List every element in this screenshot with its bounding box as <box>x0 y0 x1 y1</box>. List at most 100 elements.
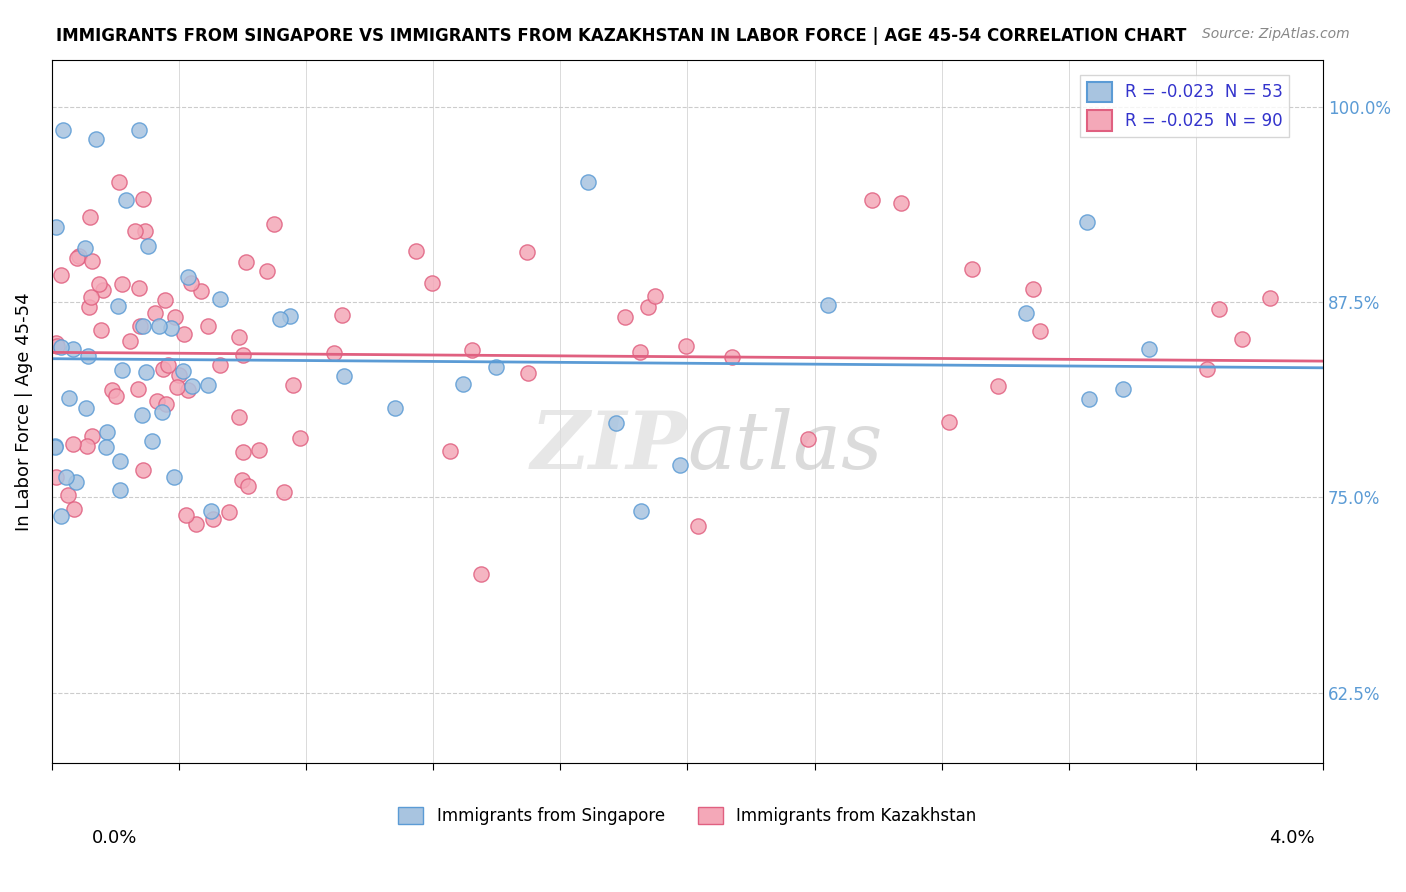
Point <box>1197 361 1219 376</box>
Point <box>65 475 87 490</box>
Point <box>516 244 538 259</box>
Point <box>166 380 188 394</box>
Point <box>163 310 186 324</box>
Point <box>55 470 77 484</box>
Text: 4.0%: 4.0% <box>1270 829 1315 847</box>
Point <box>1022 281 1045 295</box>
Point <box>420 277 443 291</box>
Point <box>58 391 80 405</box>
Point <box>269 312 291 326</box>
Point <box>231 473 253 487</box>
Point <box>45 335 67 350</box>
Point <box>120 334 142 348</box>
Point <box>110 483 132 497</box>
Point <box>62 436 84 450</box>
Point <box>330 308 353 322</box>
Point <box>80 254 103 268</box>
Point <box>128 280 150 294</box>
Point <box>131 408 153 422</box>
Point <box>115 193 138 207</box>
Point <box>156 358 179 372</box>
Point <box>153 293 176 307</box>
Point <box>82 429 104 443</box>
Point <box>232 348 254 362</box>
Point <box>52 123 75 137</box>
Point <box>1078 392 1101 406</box>
Point <box>177 270 200 285</box>
Point <box>485 359 508 374</box>
Point <box>197 378 219 392</box>
Point <box>960 262 983 277</box>
Point <box>644 289 666 303</box>
Point <box>323 346 346 360</box>
Point <box>173 364 195 378</box>
Point <box>45 220 67 235</box>
Point <box>86 131 108 145</box>
Point <box>63 501 86 516</box>
Point <box>987 379 1010 393</box>
Point <box>134 224 156 238</box>
Point <box>688 518 710 533</box>
Y-axis label: In Labor Force | Age 45-54: In Labor Force | Age 45-54 <box>15 292 32 531</box>
Point <box>145 306 167 320</box>
Point <box>637 301 659 315</box>
Point <box>516 366 538 380</box>
Point <box>73 241 96 255</box>
Point <box>938 415 960 429</box>
Point <box>160 321 183 335</box>
Point <box>177 384 200 398</box>
Point <box>628 345 651 359</box>
Point <box>273 484 295 499</box>
Point <box>124 224 146 238</box>
Text: 0.0%: 0.0% <box>91 829 136 847</box>
Point <box>49 340 72 354</box>
Point <box>56 488 79 502</box>
Point <box>232 445 254 459</box>
Point <box>197 318 219 333</box>
Point <box>605 416 627 430</box>
Point <box>163 470 186 484</box>
Point <box>439 443 461 458</box>
Text: Source: ZipAtlas.com: Source: ZipAtlas.com <box>1202 27 1350 41</box>
Point <box>1208 302 1230 317</box>
Point <box>890 195 912 210</box>
Point <box>796 432 818 446</box>
Point <box>91 284 114 298</box>
Point <box>75 401 97 415</box>
Point <box>1029 325 1052 339</box>
Point <box>87 277 110 291</box>
Point <box>201 512 224 526</box>
Point <box>720 350 742 364</box>
Point <box>1137 342 1160 356</box>
Point <box>96 425 118 439</box>
Point <box>228 330 250 344</box>
Point <box>101 384 124 398</box>
Point <box>76 439 98 453</box>
Point <box>630 504 652 518</box>
Point <box>209 358 232 372</box>
Point <box>218 505 240 519</box>
Point <box>236 479 259 493</box>
Point <box>173 326 195 341</box>
Point <box>150 405 173 419</box>
Point <box>45 469 67 483</box>
Point <box>461 343 484 357</box>
Point <box>405 244 427 258</box>
Text: IMMIGRANTS FROM SINGAPORE VS IMMIGRANTS FROM KAZAKHSTAN IN LABOR FORCE | AGE 45-: IMMIGRANTS FROM SINGAPORE VS IMMIGRANTS … <box>56 27 1187 45</box>
Point <box>107 176 129 190</box>
Point <box>256 264 278 278</box>
Point <box>49 268 72 282</box>
Point <box>135 365 157 379</box>
Point <box>49 508 72 523</box>
Legend: Immigrants from Singapore, Immigrants from Kazakhstan: Immigrants from Singapore, Immigrants fr… <box>398 807 977 825</box>
Point <box>148 318 170 333</box>
Point <box>278 310 301 324</box>
Point <box>132 318 155 333</box>
Point <box>141 434 163 449</box>
Point <box>235 255 257 269</box>
Point <box>111 277 134 292</box>
Text: ZIP: ZIP <box>530 408 688 485</box>
Point <box>862 193 884 207</box>
Point <box>94 440 117 454</box>
Point <box>77 301 100 315</box>
